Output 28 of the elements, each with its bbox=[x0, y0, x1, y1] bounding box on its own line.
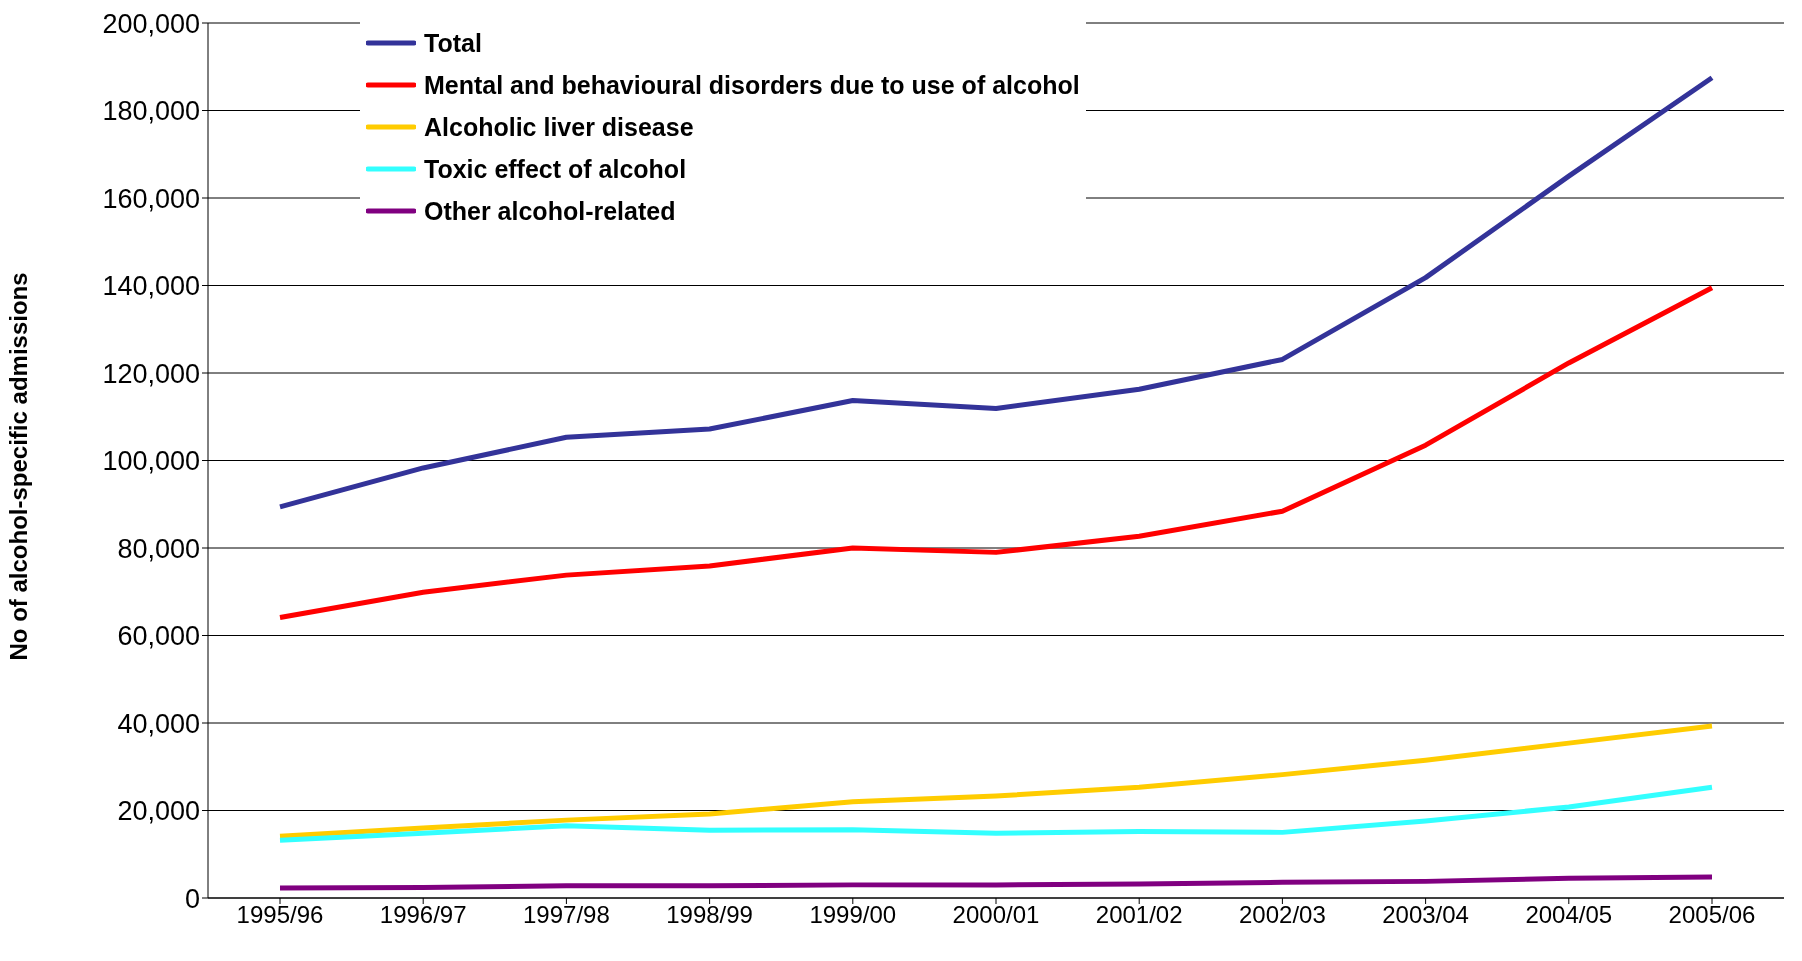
x-tick-label: 1995/96 bbox=[236, 901, 324, 929]
legend-label: Total bbox=[424, 28, 482, 58]
y-tick-label: 160,000 bbox=[102, 183, 200, 214]
x-tick-label: 1996/97 bbox=[379, 901, 467, 929]
y-tick-label: 100,000 bbox=[102, 446, 200, 477]
y-tick-label: 200,000 bbox=[102, 8, 200, 39]
x-tick-label: 2000/01 bbox=[952, 901, 1040, 929]
x-tick-label: 1999/00 bbox=[809, 901, 897, 929]
y-tick-label: 120,000 bbox=[102, 358, 200, 389]
y-tick-label: 0 bbox=[184, 883, 200, 914]
y-tick-label: 60,000 bbox=[117, 621, 200, 652]
x-tick-label: 2001/02 bbox=[1095, 901, 1183, 929]
x-tick-label: 1997/98 bbox=[523, 901, 610, 929]
y-tick-label: 20,000 bbox=[117, 796, 200, 827]
y-tick-label: 40,000 bbox=[117, 708, 200, 739]
y-axis-title: No of alcohol-specific admissions bbox=[4, 272, 32, 661]
legend-label: Other alcohol-related bbox=[424, 196, 676, 226]
legend-label: Toxic effect of alcohol bbox=[424, 154, 687, 184]
y-tick-label: 140,000 bbox=[102, 271, 200, 302]
legend-label: Mental and behavioural disorders due to use of alcohol bbox=[424, 70, 1080, 100]
x-tick-label: 2002/03 bbox=[1239, 901, 1326, 929]
legend-label: Alcoholic liver disease bbox=[424, 112, 694, 142]
y-tick-label: 180,000 bbox=[102, 96, 200, 127]
x-tick-label: 2005/06 bbox=[1668, 901, 1756, 929]
y-tick-label: 80,000 bbox=[117, 533, 200, 564]
x-tick-label: 2003/04 bbox=[1382, 901, 1469, 929]
x-tick-label: 2004/05 bbox=[1525, 901, 1613, 929]
x-tick-label: 1998/99 bbox=[666, 901, 753, 929]
